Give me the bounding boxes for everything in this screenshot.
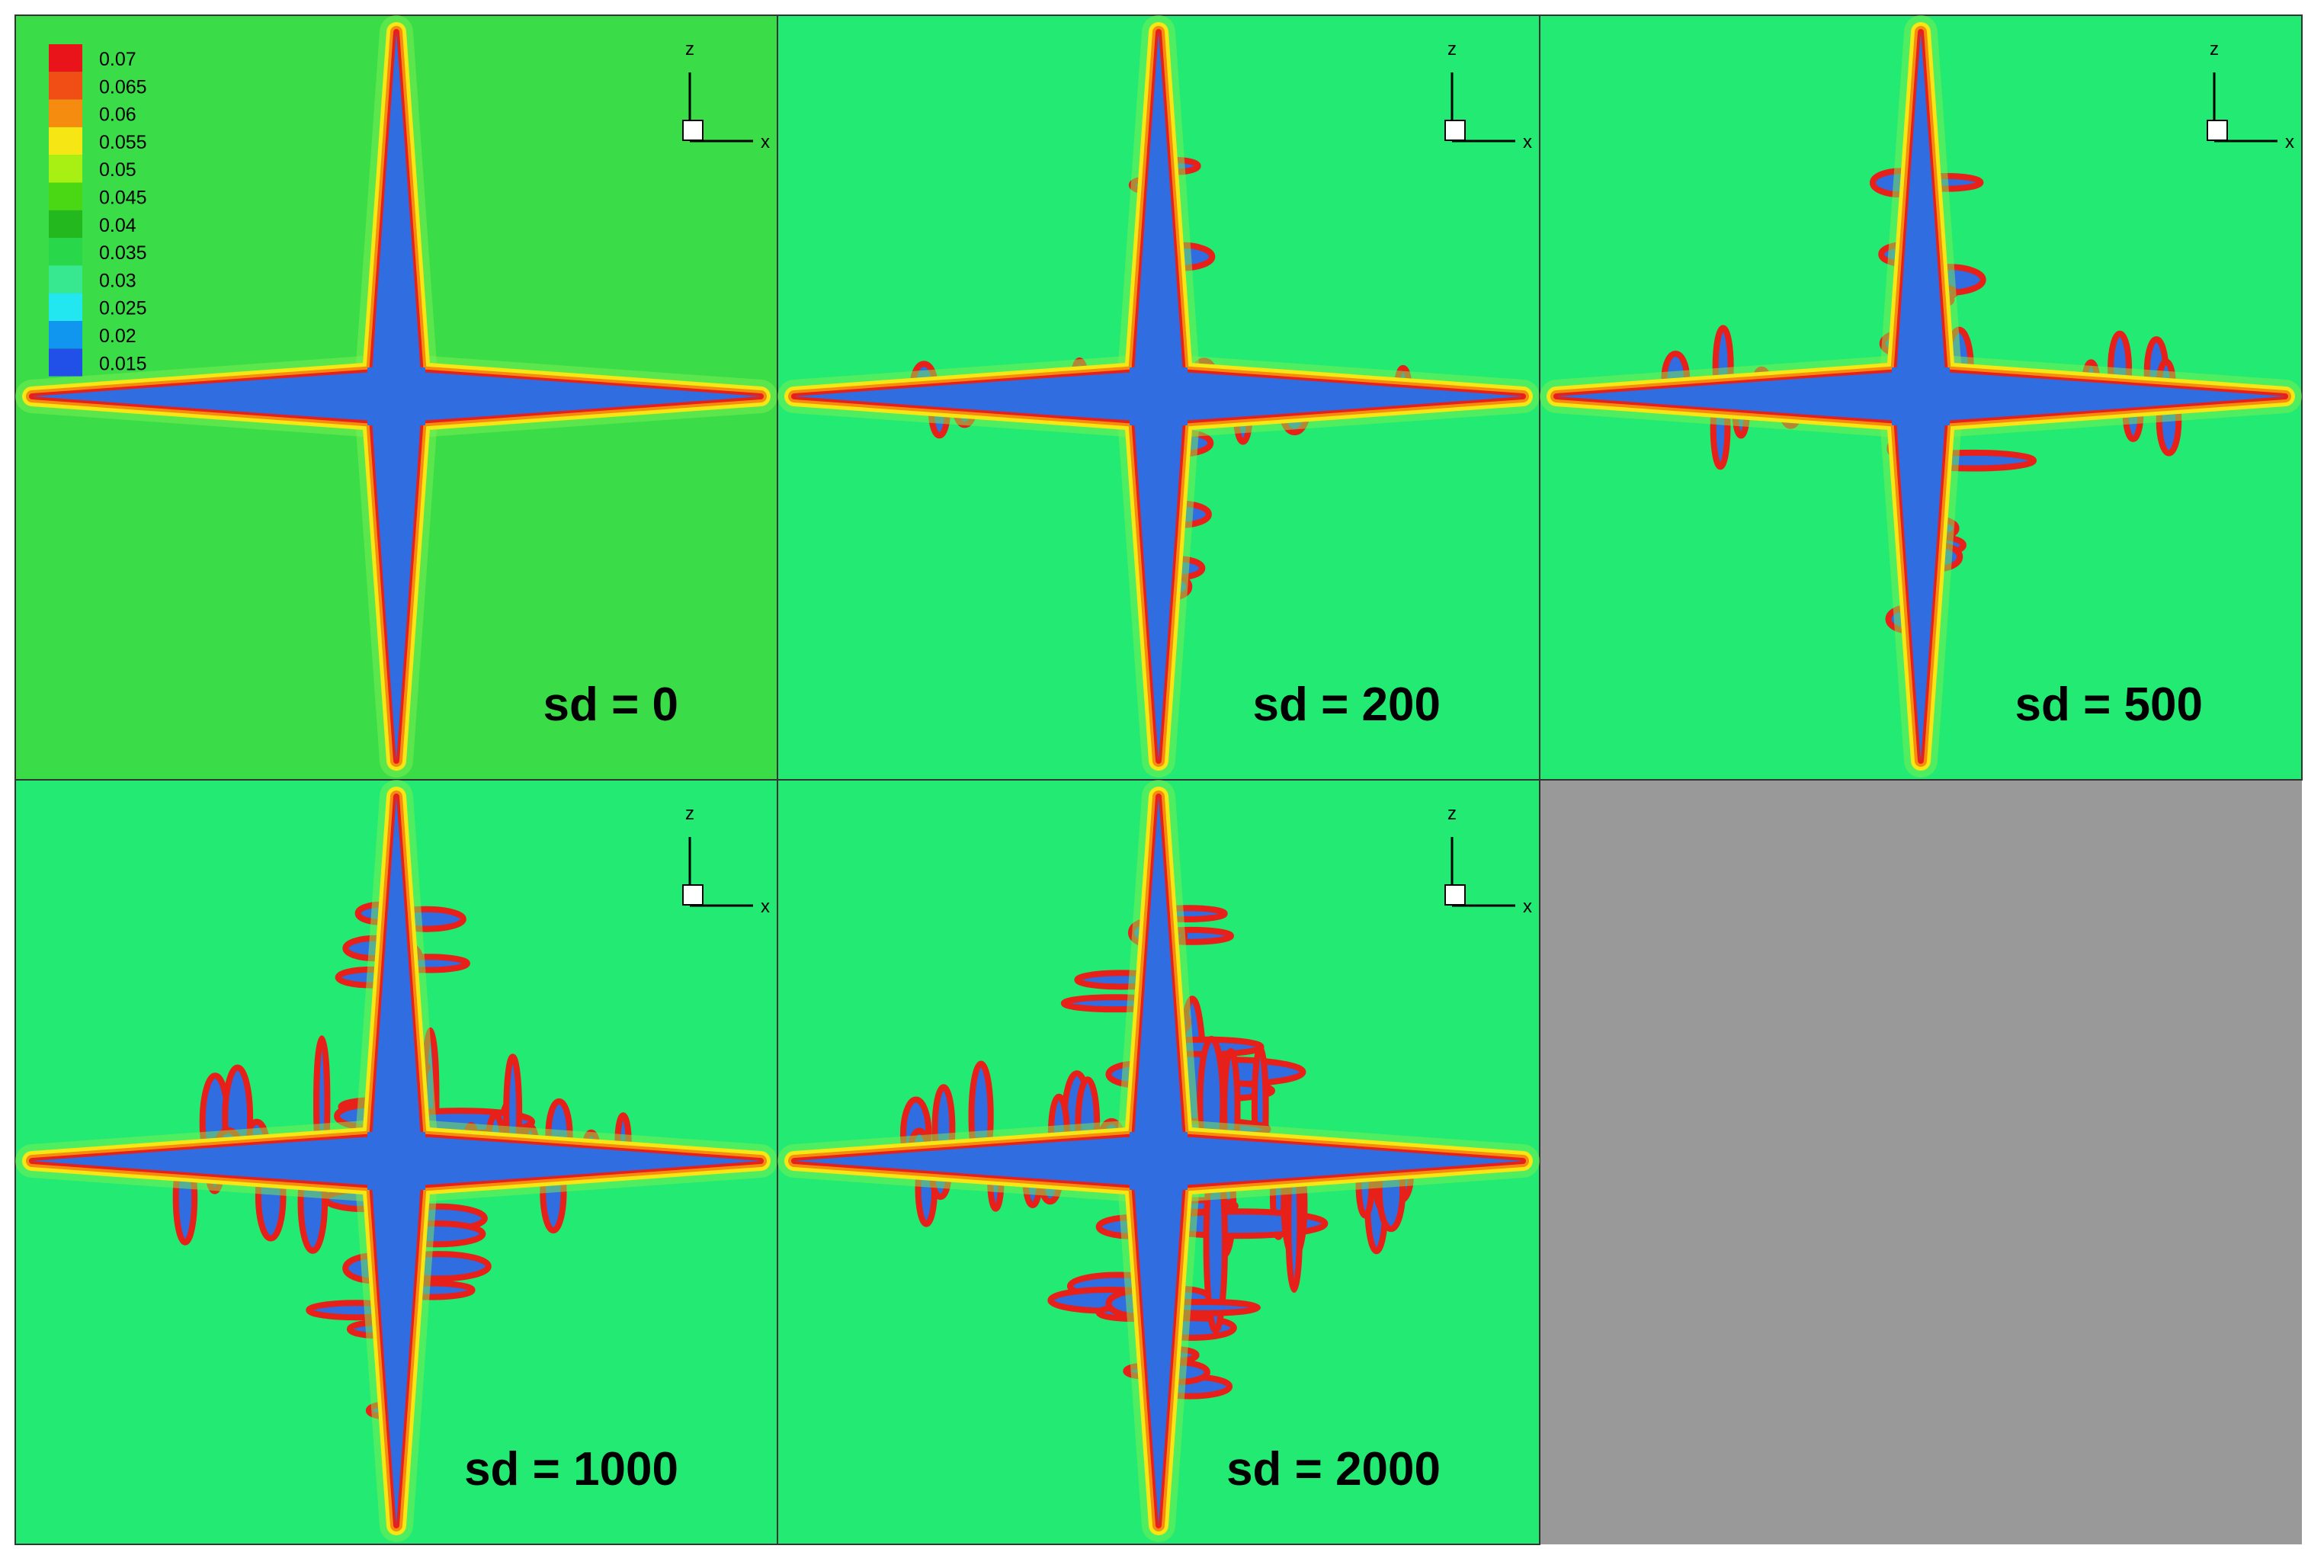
arm	[794, 370, 1159, 422]
arm	[794, 1135, 1159, 1187]
axis-origin	[682, 884, 704, 906]
arm	[1556, 370, 1921, 422]
legend-swatch	[49, 293, 82, 321]
arm	[1159, 1135, 1523, 1187]
arm	[396, 1135, 761, 1187]
dendrite	[777, 780, 1540, 1542]
panel-label: sd = 1000	[464, 1443, 678, 1496]
axis-origin	[682, 120, 704, 141]
panel: z x sd = 500	[1539, 14, 2303, 781]
axis-origin	[1444, 884, 1466, 906]
legend-label: 0.055	[99, 132, 147, 153]
axis-label-z: z	[2210, 39, 2219, 59]
axis-label-z: z	[685, 39, 694, 59]
dendrite	[15, 780, 777, 1542]
legend-label: 0.025	[99, 298, 147, 319]
panel-label: sd = 0	[543, 678, 679, 731]
panel-label: sd = 2000	[1226, 1443, 1441, 1496]
legend-swatch	[49, 72, 82, 100]
dendrite	[15, 15, 777, 778]
arm	[370, 32, 422, 396]
axis-label-x: x	[2285, 132, 2294, 152]
legend-label: 0.07	[99, 49, 136, 70]
legend-swatch	[49, 238, 82, 266]
legend-swatch	[49, 182, 82, 210]
arm-core	[1130, 1132, 1188, 1190]
legend-swatch	[49, 99, 82, 127]
arm	[1921, 370, 2285, 422]
arm-core	[1892, 367, 1950, 425]
legend-label: 0.035	[99, 242, 147, 264]
legend-label: 0.03	[99, 270, 136, 291]
legend-swatch	[49, 44, 82, 72]
legend-swatch	[49, 321, 82, 349]
axis-label-x: x	[1523, 896, 1532, 917]
arm	[32, 1135, 396, 1187]
legend-label: 0.065	[99, 76, 147, 98]
arm	[1159, 370, 1523, 422]
axis-label-z: z	[685, 803, 694, 824]
arm	[32, 370, 396, 422]
empty-panel	[1540, 780, 2302, 1544]
legend-label: 0.04	[99, 215, 136, 236]
axis-label-x: x	[761, 896, 770, 917]
axis-label-x: x	[761, 132, 770, 152]
panel-label: sd = 500	[2015, 678, 2203, 731]
panel: z x sd = 200	[777, 14, 1540, 781]
axis-label-z: z	[1447, 803, 1457, 824]
arm-core	[1130, 367, 1188, 425]
legend: 0.07 0.065 0.06 0.055 0.05 0.045 0.04 0.035 0.03…	[49, 44, 147, 377]
axis-label-z: z	[1447, 39, 1457, 59]
legend-label: 0.05	[99, 159, 136, 181]
arm	[370, 1161, 422, 1525]
panel-label: sd = 200	[1253, 678, 1441, 731]
legend-label: 0.045	[99, 188, 147, 209]
legend-label: 0.015	[99, 353, 147, 374]
legend-swatch	[49, 210, 82, 239]
arm	[1133, 32, 1184, 396]
arm	[396, 370, 761, 422]
legend-label: 0.06	[99, 104, 136, 126]
axis-origin	[2207, 120, 2228, 141]
arm	[370, 396, 422, 761]
legend-swatch	[49, 127, 82, 156]
legend-swatch	[49, 348, 82, 377]
panel: z x sd = 1000	[14, 779, 778, 1545]
dendrite	[777, 15, 1540, 778]
arm	[1895, 396, 1947, 761]
arm	[1133, 1161, 1184, 1525]
arm	[1133, 396, 1184, 761]
arm-core	[367, 367, 425, 425]
arm	[1133, 797, 1184, 1161]
legend-label: 0.02	[99, 325, 136, 347]
arm	[370, 797, 422, 1161]
dendrite	[1540, 15, 2302, 778]
axis-origin	[1444, 120, 1466, 141]
legend-swatch	[49, 265, 82, 293]
arm	[1895, 32, 1947, 396]
arm-core	[367, 1132, 425, 1190]
legend-swatch	[49, 155, 82, 183]
panel: z x sd = 2000	[777, 779, 1540, 1545]
axis-label-x: x	[1523, 132, 1532, 152]
